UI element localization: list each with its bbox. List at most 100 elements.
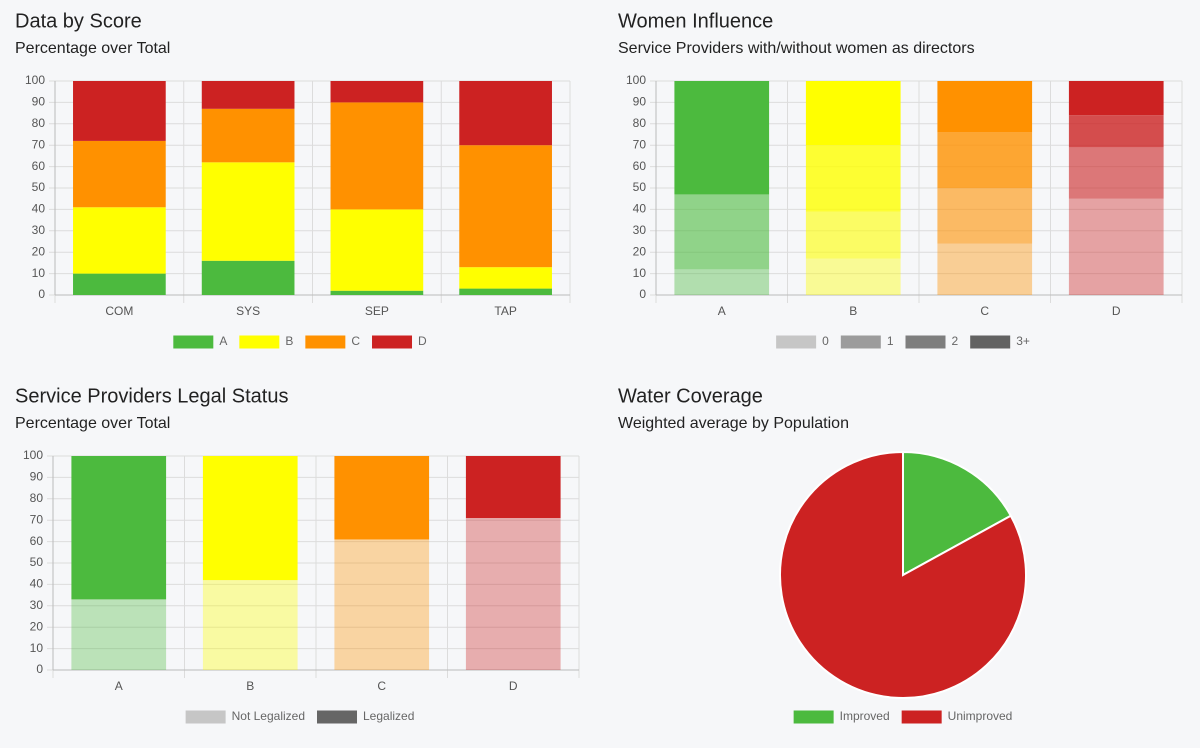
y-tick-label: 90 — [32, 95, 46, 109]
legend-label: 2 — [952, 334, 959, 348]
chart-title: Water Coverage — [618, 385, 763, 407]
bar-segment — [330, 209, 424, 291]
legend-label: Legalized — [363, 709, 414, 723]
y-tick-label: 80 — [633, 116, 647, 130]
bar-segment — [330, 290, 424, 295]
bar-segment — [201, 162, 295, 261]
legend-swatch — [372, 335, 413, 349]
chart-subtitle: Weighted average by Population — [618, 415, 849, 432]
legend-swatch — [901, 710, 942, 724]
bar-segment — [1068, 81, 1164, 116]
x-tick-label: B — [849, 304, 857, 318]
legend-swatch — [173, 335, 214, 349]
y-tick-label: 70 — [30, 512, 44, 526]
bar-segment — [465, 456, 561, 519]
x-tick-label: A — [115, 679, 123, 693]
bar-segment — [805, 145, 901, 212]
legend-swatch — [840, 335, 881, 349]
legend-label: Not Legalized — [232, 709, 305, 723]
bar-segment — [805, 211, 901, 259]
legend-label: 1 — [887, 334, 894, 348]
y-tick-label: 70 — [633, 137, 647, 151]
bar-segment — [202, 580, 298, 670]
bar-segment — [330, 102, 424, 210]
x-tick-label: C — [377, 679, 386, 693]
legend-label: Unimproved — [948, 709, 1013, 723]
legend-label: B — [285, 334, 293, 348]
legend-swatch — [239, 335, 280, 349]
legend-swatch — [793, 710, 834, 724]
y-tick-label: 20 — [32, 244, 46, 258]
y-tick-label: 40 — [30, 577, 44, 591]
chart-subtitle: Service Providers with/without women as … — [618, 40, 975, 57]
legend-swatch — [776, 335, 817, 349]
y-tick-label: 30 — [633, 223, 647, 237]
y-tick-label: 60 — [633, 159, 647, 173]
legend-label: C — [351, 334, 360, 348]
chart-title: Data by Score — [15, 10, 142, 32]
bar-segment — [937, 132, 1033, 188]
bar-segment — [805, 258, 901, 295]
bar-segment — [937, 81, 1033, 133]
bar-segment — [201, 81, 295, 109]
bar-segment — [71, 599, 167, 670]
chart-title: Service Providers Legal Status — [15, 385, 288, 407]
y-tick-label: 50 — [32, 180, 46, 194]
legend-label: 0 — [822, 334, 829, 348]
x-tick-label: TAP — [494, 304, 516, 318]
bar-segment — [202, 456, 298, 581]
y-tick-label: 100 — [23, 448, 43, 462]
pie-slice — [902, 450, 1013, 577]
y-tick-label: 0 — [639, 287, 646, 301]
bar-segment — [1068, 198, 1164, 295]
bar-segment — [73, 207, 166, 274]
y-tick-label: 30 — [30, 598, 44, 612]
bar-segment — [1068, 115, 1164, 148]
bar-segment — [937, 188, 1033, 244]
legend-label: D — [418, 334, 427, 348]
bar-segment — [459, 267, 552, 289]
x-tick-label: A — [718, 304, 726, 318]
y-tick-label: 0 — [38, 287, 45, 301]
x-tick-label: D — [1112, 304, 1121, 318]
chart-title: Women Influence — [618, 10, 773, 32]
bar-segment — [330, 81, 424, 103]
bar-segment — [459, 145, 552, 268]
bar-segment — [1068, 147, 1164, 199]
bar-segment — [674, 269, 770, 295]
bar-segment — [71, 456, 167, 600]
y-tick-label: 70 — [32, 137, 46, 151]
chart-subtitle: Percentage over Total — [15, 415, 170, 432]
y-tick-label: 90 — [30, 470, 44, 484]
y-tick-label: 60 — [30, 534, 44, 548]
bar-segment — [805, 81, 901, 146]
bar-segment — [459, 288, 552, 295]
pie-slice — [779, 450, 1027, 699]
y-tick-label: 10 — [633, 266, 647, 280]
y-tick-label: 20 — [30, 619, 44, 633]
chart-subtitle: Percentage over Total — [15, 40, 170, 57]
bar-segment — [334, 456, 430, 540]
bar-segment — [937, 243, 1033, 295]
y-tick-label: 80 — [30, 491, 44, 505]
x-tick-label: SYS — [236, 304, 260, 318]
x-tick-label: C — [980, 304, 989, 318]
y-tick-label: 80 — [32, 116, 46, 130]
x-tick-label: B — [246, 679, 254, 693]
bar-segment — [465, 518, 561, 670]
bar-segment — [201, 260, 295, 295]
y-tick-label: 40 — [633, 202, 647, 216]
bar-segment — [73, 140, 166, 208]
legend-swatch — [317, 710, 358, 724]
y-tick-label: 100 — [626, 73, 646, 87]
y-tick-label: 10 — [30, 641, 44, 655]
bar-segment — [674, 81, 770, 195]
bar-segment — [73, 81, 166, 141]
bar-segment — [334, 539, 430, 670]
y-tick-label: 40 — [32, 202, 46, 216]
x-tick-label: D — [509, 679, 518, 693]
y-tick-label: 0 — [36, 662, 43, 676]
y-tick-label: 30 — [32, 223, 46, 237]
